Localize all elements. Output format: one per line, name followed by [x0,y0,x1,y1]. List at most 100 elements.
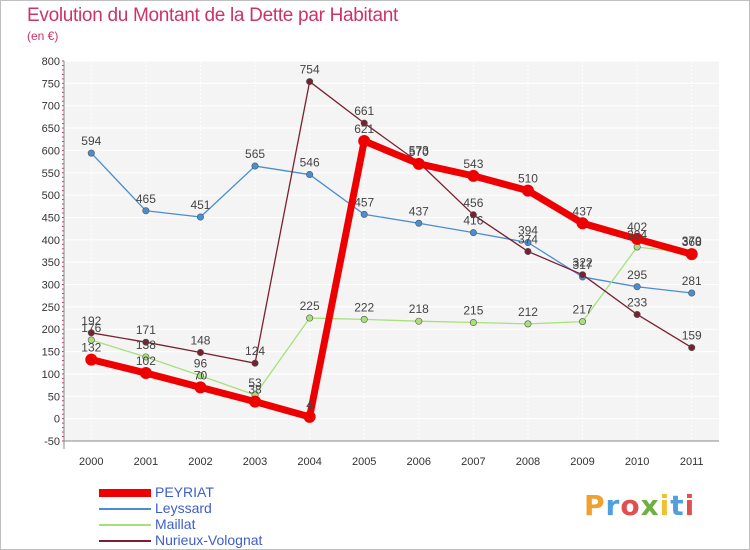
data-point [469,319,477,327]
data-label: 176 [81,321,101,335]
y-tick-label: 200 [42,324,60,336]
data-point [142,353,150,361]
data-point [685,248,698,261]
data-label: 4 [306,398,313,412]
data-label: 384 [627,228,647,242]
x-tick-label: 2005 [352,456,376,468]
data-point [87,329,95,337]
data-label: 451 [190,198,210,212]
data-label: 368 [682,235,702,249]
data-point [469,211,477,219]
data-label: 215 [463,304,483,318]
data-point [139,367,152,380]
y-tick-label: 50 [48,391,60,403]
series-line-nurieux-volognat [91,80,693,364]
chart-subtitle: (en €) [27,29,59,43]
x-tick-label: 2007 [461,456,485,468]
y-tick-label: 250 [42,302,60,314]
data-label: 573 [409,143,429,157]
data-label: 233 [627,295,647,309]
y-tick-label: 100 [42,369,60,381]
data-point [633,310,641,318]
data-label: 416 [463,214,483,228]
data-point [467,169,480,182]
data-label: 222 [354,300,374,314]
data-label: 148 [190,333,210,347]
legend-label: Maillat [155,516,196,532]
data-point [142,207,150,215]
series-line-leyssard [90,152,692,294]
x-tick-label: 2006 [407,456,431,468]
data-label: 457 [354,195,374,209]
x-tick-label: 2000 [79,456,103,468]
data-point [251,359,259,367]
data-label: 661 [354,104,374,118]
data-label: 225 [300,299,320,313]
data-point [306,171,314,179]
data-label: 565 [245,147,265,161]
data-point [360,210,368,218]
data-point [251,162,259,170]
y-tick-label: 750 [42,78,60,90]
data-point [469,229,477,237]
data-point [87,149,95,157]
data-label: 281 [682,274,702,288]
y-tick-label: 600 [42,145,60,157]
x-tick-label: 2003 [243,456,267,468]
data-label: 621 [354,122,374,136]
y-tick-label: -50 [44,436,60,448]
y-tick-label: 500 [42,190,60,202]
data-point [524,247,532,255]
data-point [249,395,262,408]
series-line-peyriat [90,137,693,421]
data-point [579,271,587,279]
data-label: 138 [136,338,156,352]
data-point [631,232,644,245]
plot-area [64,61,719,441]
legend-label: PEYRIAT [155,484,214,500]
data-point [524,239,532,247]
data-label: 295 [627,268,647,282]
series-line-maillat [91,246,692,396]
legend-swatch [99,508,151,510]
legend-item: Nurieux-Volognat [99,533,399,549]
data-label: 546 [300,156,320,170]
data-label: 70 [194,368,208,382]
data-label: 754 [300,63,320,77]
data-label: 437 [573,204,593,218]
x-tick-label: 2004 [297,456,321,468]
chart-legend: PEYRIAT Leyssard Maillat Nurieux-Volognat [99,485,399,549]
data-label: 171 [136,323,156,337]
data-point [415,317,423,325]
data-point [196,372,204,380]
data-point [521,184,534,197]
data-point [196,348,204,356]
data-label: 159 [682,329,702,343]
legend-item: Leyssard [99,501,399,517]
legend-swatch [99,540,151,542]
data-point [576,217,589,230]
y-tick-label: 350 [42,257,60,269]
data-label: 38 [248,383,262,397]
data-point [688,289,696,297]
legend-label: Leyssard [155,500,212,516]
data-label: 218 [409,302,429,316]
x-tick-label: 2002 [188,456,212,468]
data-point [85,353,98,366]
y-tick-label: 700 [42,101,60,113]
data-label: 456 [463,196,483,210]
chart-title: Evolution du Montant de la Dette par Hab… [27,5,398,26]
data-point [415,219,423,227]
data-label: 370 [682,234,702,248]
data-point [87,336,95,344]
data-point [360,119,368,127]
data-point [524,320,532,328]
x-tick-label: 2008 [516,456,540,468]
data-label: 102 [136,354,156,368]
x-tick-label: 2009 [570,456,594,468]
data-point [633,283,641,291]
proxiti-logo: Proxiti [584,489,696,522]
data-label: 212 [518,305,538,319]
